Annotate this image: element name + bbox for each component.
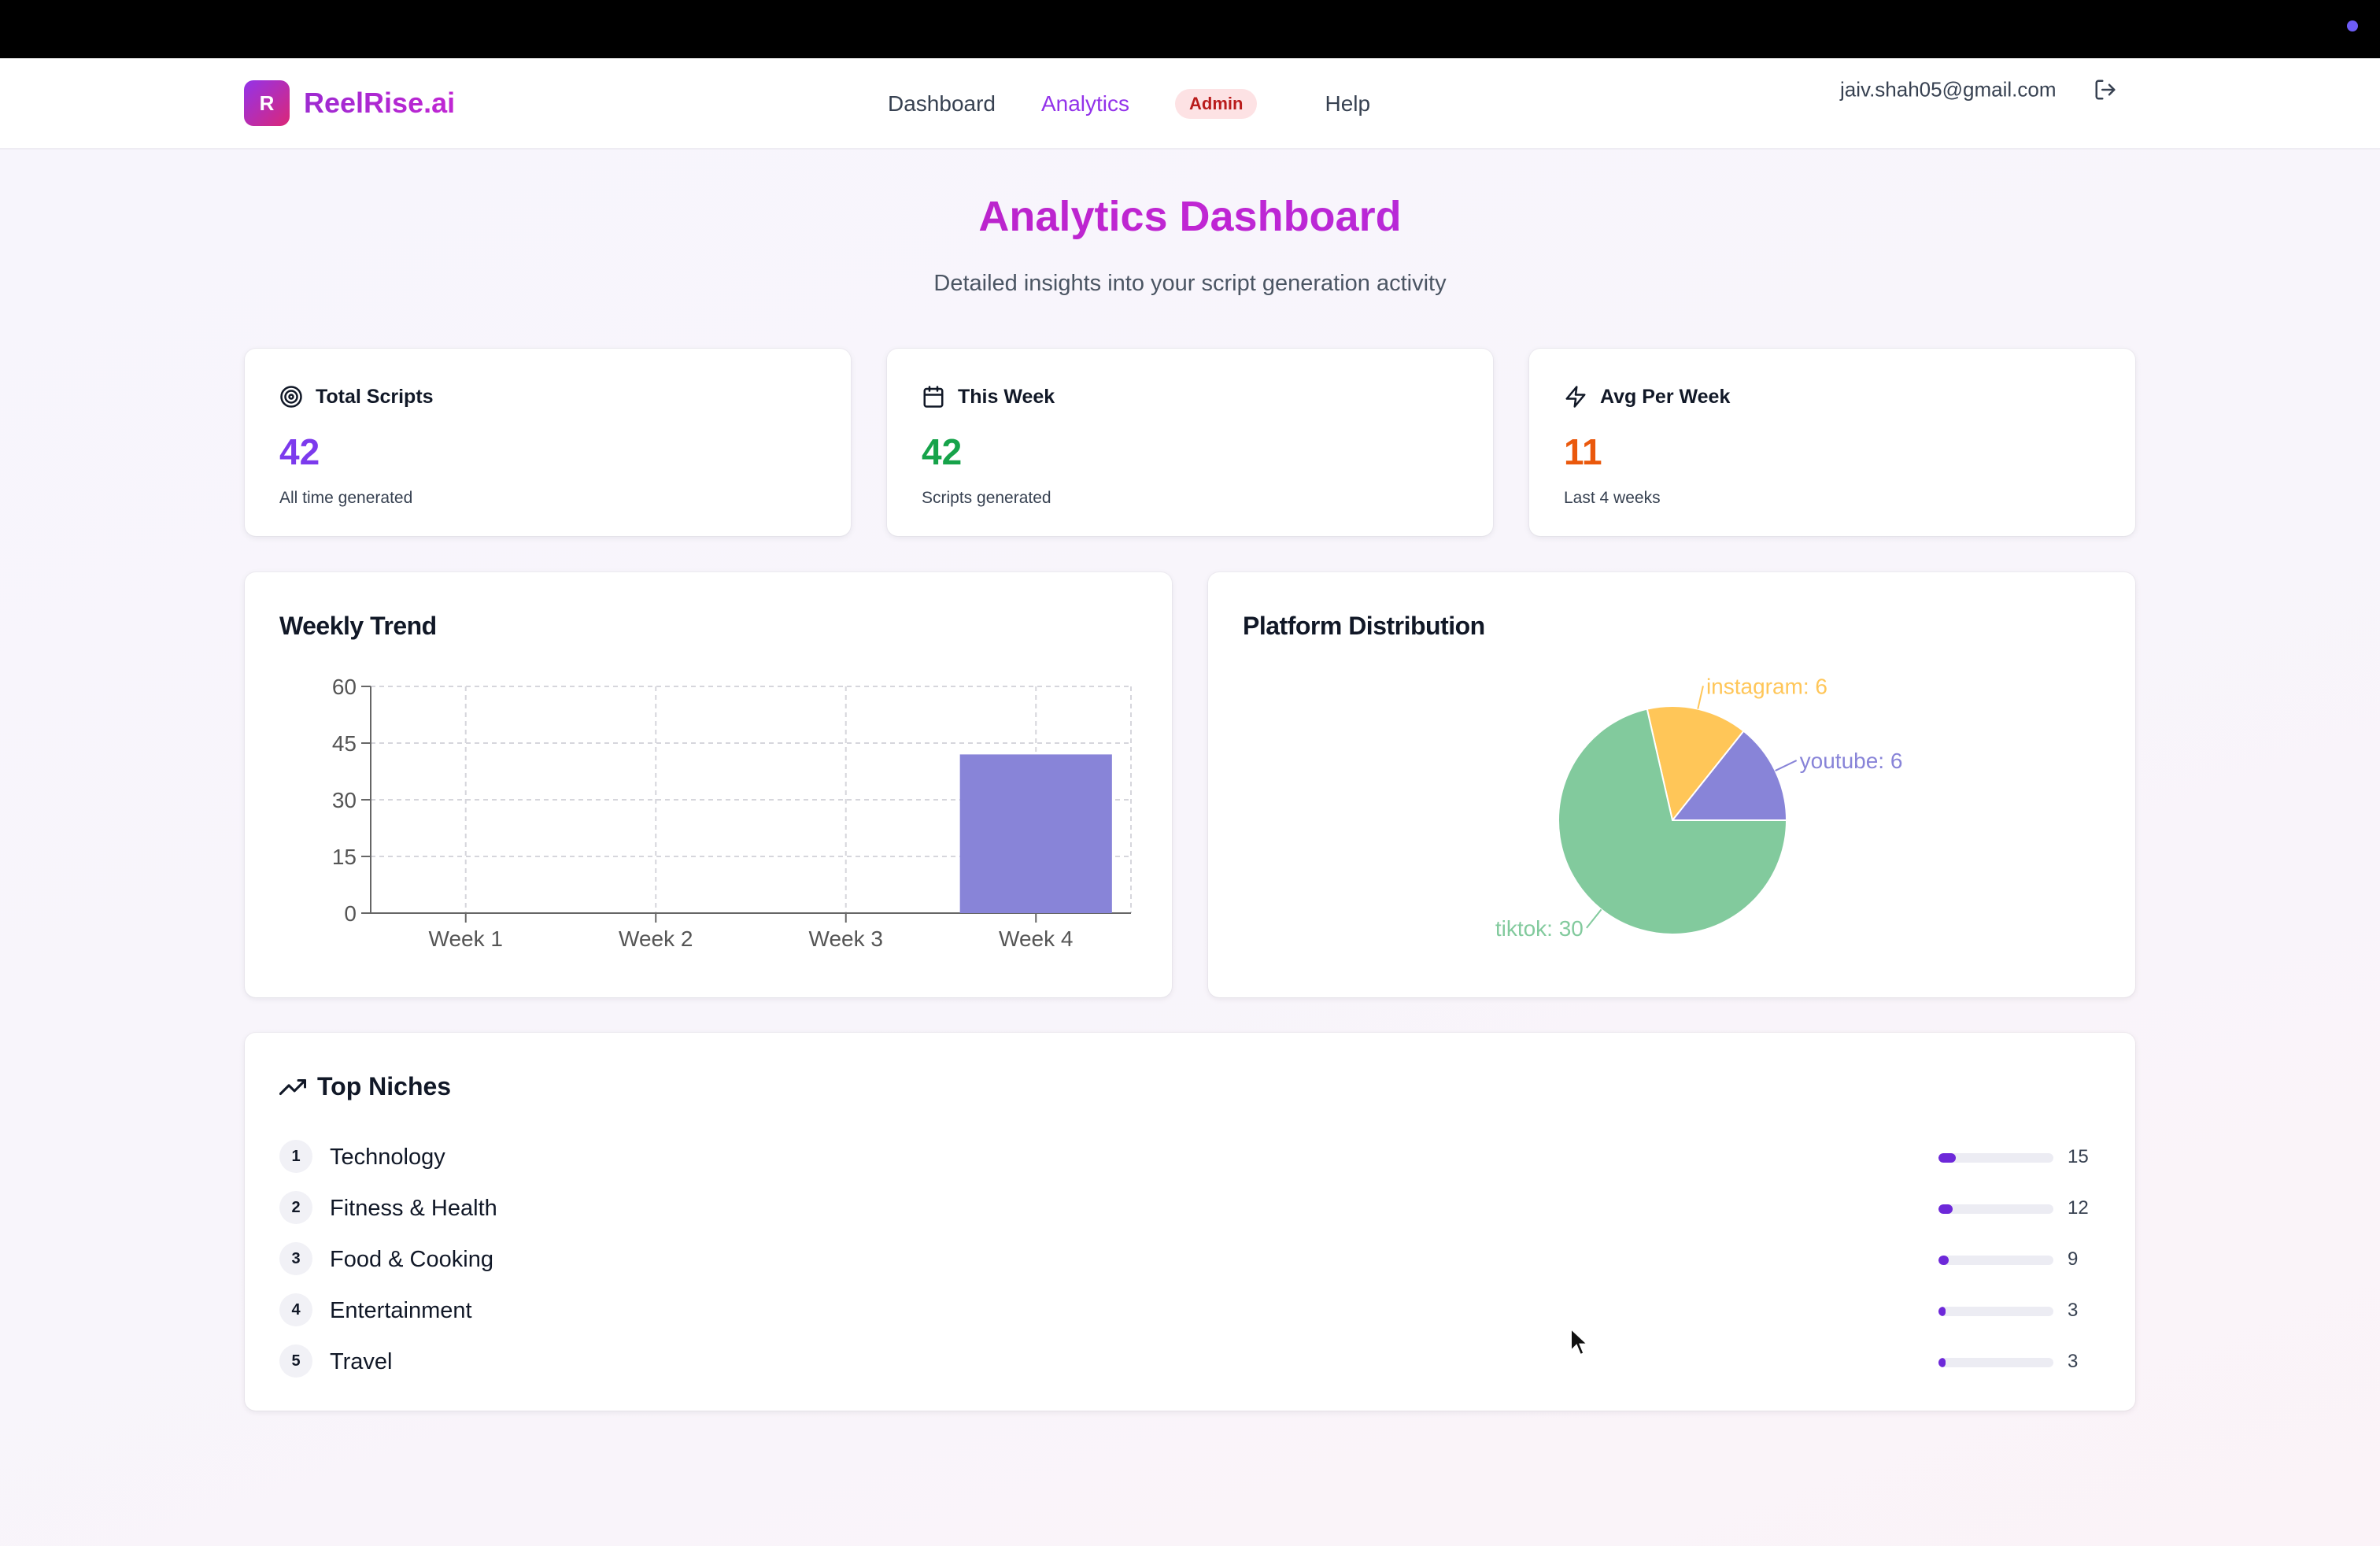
- status-dot-icon: [2347, 20, 2358, 31]
- stat-label: Avg Per Week: [1600, 385, 1731, 408]
- mouse-cursor-icon: [1570, 1327, 1590, 1356]
- pie-slice: [1558, 708, 1788, 935]
- niche-rank-badge: 2: [279, 1191, 312, 1224]
- x-tick-label: Week 4: [999, 926, 1073, 951]
- niche-rank-badge: 3: [279, 1242, 312, 1275]
- stat-card-this-week: This Week 42 Scripts generated: [887, 349, 1493, 536]
- platform-distribution-card: Platform Distribution youtube: 6 instagra…: [1208, 572, 2135, 997]
- top-niches-header: Top Niches: [279, 1072, 451, 1101]
- stat-card-avg-per-week: Avg Per Week 11 Last 4 weeks: [1529, 349, 2135, 536]
- x-tick-label: Week 1: [429, 926, 503, 951]
- stat-caption: Last 4 weeks: [1564, 489, 1661, 507]
- chart-bar: [959, 754, 1112, 913]
- pie-slice-label: tiktok: 30: [1495, 916, 1584, 941]
- y-tick-label: 30: [332, 788, 357, 812]
- pie-slice: [1646, 705, 1745, 823]
- list-item[interactable]: 3 Food & Cooking 9: [279, 1242, 2116, 1277]
- list-item[interactable]: 2 Fitness & Health 12: [279, 1191, 2116, 1226]
- weekly-trend-chart: 0 15 30 45 60 Week 1 Week 2 Week 3 Week 4: [332, 675, 1132, 951]
- nav-link-analytics[interactable]: Analytics: [1040, 91, 1130, 116]
- navbar: R ReelRise.ai Dashboard Analytics Admin …: [0, 58, 2380, 150]
- stat-card-header: This Week: [922, 385, 1055, 409]
- nav-link-dashboard[interactable]: Dashboard: [888, 91, 996, 116]
- list-item[interactable]: 4 Entertainment 3: [279, 1293, 2116, 1328]
- x-tick-label: Week 3: [809, 926, 883, 951]
- pie-slice: [1670, 730, 1788, 821]
- pie-slice-label: instagram: 6: [1706, 674, 1828, 698]
- weekly-trend-card: Weekly Trend 0 15 30 45 60 Week 1 Week 2 Week 3…: [245, 572, 1172, 997]
- platform-distribution-chart: youtube: 6 instagram: 6 tiktok: 30: [1495, 674, 1903, 941]
- stat-label: Total Scripts: [316, 385, 434, 408]
- stat-card-header: Avg Per Week: [1564, 385, 1730, 409]
- x-tick-label: Week 2: [619, 926, 693, 951]
- stat-caption: Scripts generated: [922, 489, 1051, 507]
- list-item[interactable]: 1 Technology 15: [279, 1140, 2116, 1174]
- niche-progress-bar: [1938, 1153, 2053, 1163]
- stat-value: 42: [279, 431, 320, 472]
- nav-link-help[interactable]: Help: [1325, 91, 1371, 116]
- niche-count: 12: [2068, 1197, 2089, 1219]
- system-top-bar: [0, 0, 2380, 58]
- niche-count: 3: [2068, 1351, 2079, 1372]
- brand[interactable]: R ReelRise.ai: [244, 80, 455, 126]
- niche-progress-bar: [1938, 1307, 2053, 1316]
- niche-name: Technology: [330, 1145, 445, 1170]
- niche-count: 9: [2068, 1248, 2079, 1270]
- page-title: Analytics Dashboard: [0, 192, 2380, 241]
- niche-progress-fill: [1938, 1153, 1956, 1163]
- stat-card-total-scripts: Total Scripts 42 All time generated: [245, 349, 851, 536]
- pie-label-line: [1697, 686, 1704, 709]
- calendar-icon: [923, 386, 944, 408]
- pie-label-line: [1586, 908, 1602, 929]
- bolt-icon: [1565, 386, 1586, 408]
- niche-name: Entertainment: [330, 1298, 472, 1323]
- niche-count: 15: [2068, 1146, 2089, 1167]
- y-tick-label: 60: [332, 675, 357, 699]
- niche-rank-badge: 1: [279, 1140, 312, 1173]
- niche-progress-bar: [1938, 1358, 2053, 1367]
- niche-name: Fitness & Health: [330, 1196, 497, 1221]
- niche-progress-fill: [1938, 1204, 1953, 1214]
- niche-progress-fill: [1938, 1358, 1946, 1367]
- niche-rank-badge: 4: [279, 1293, 312, 1326]
- platform-distribution-title: Platform Distribution: [1243, 612, 1485, 640]
- y-tick-label: 45: [332, 731, 357, 756]
- niche-rank-badge: 5: [279, 1344, 312, 1378]
- niche-progress-fill: [1938, 1307, 1946, 1316]
- y-tick-label: 0: [344, 901, 357, 926]
- niche-name: Travel: [330, 1349, 393, 1374]
- list-item[interactable]: 5 Travel 3: [279, 1344, 2116, 1379]
- top-niches-card: Top Niches 1 Technology 15 2 Fitness & H…: [245, 1033, 2135, 1411]
- stat-value: 11: [1564, 431, 1602, 472]
- nav-links: Dashboard Analytics Admin Help: [888, 87, 1370, 121]
- admin-badge[interactable]: Admin: [1175, 89, 1258, 119]
- stat-caption: All time generated: [279, 489, 413, 507]
- trending-up-icon: [279, 1078, 306, 1095]
- stat-value: 42: [922, 431, 963, 472]
- target-icon: [280, 386, 302, 408]
- niche-count: 3: [2068, 1300, 2079, 1321]
- niche-name: Food & Cooking: [330, 1247, 493, 1272]
- brand-logo-icon: R: [244, 80, 290, 126]
- pie-slice-label: youtube: 6: [1800, 749, 1903, 773]
- stat-label: This Week: [958, 385, 1055, 408]
- niche-progress-fill: [1938, 1256, 1949, 1265]
- weekly-trend-title: Weekly Trend: [279, 612, 437, 640]
- pie-label-line: [1775, 760, 1798, 771]
- logout-icon[interactable]: [2094, 78, 2117, 102]
- user-email: jaiv.shah05@gmail.com: [1840, 77, 2057, 102]
- page-subtitle: Detailed insights into your script gener…: [933, 271, 1447, 296]
- brand-name: ReelRise.ai: [304, 87, 456, 119]
- y-tick-label: 15: [332, 845, 357, 869]
- niche-progress-bar: [1938, 1204, 2053, 1214]
- top-niches-title: Top Niches: [317, 1072, 452, 1100]
- stat-card-header: Total Scripts: [279, 385, 434, 409]
- niche-progress-bar: [1938, 1256, 2053, 1265]
